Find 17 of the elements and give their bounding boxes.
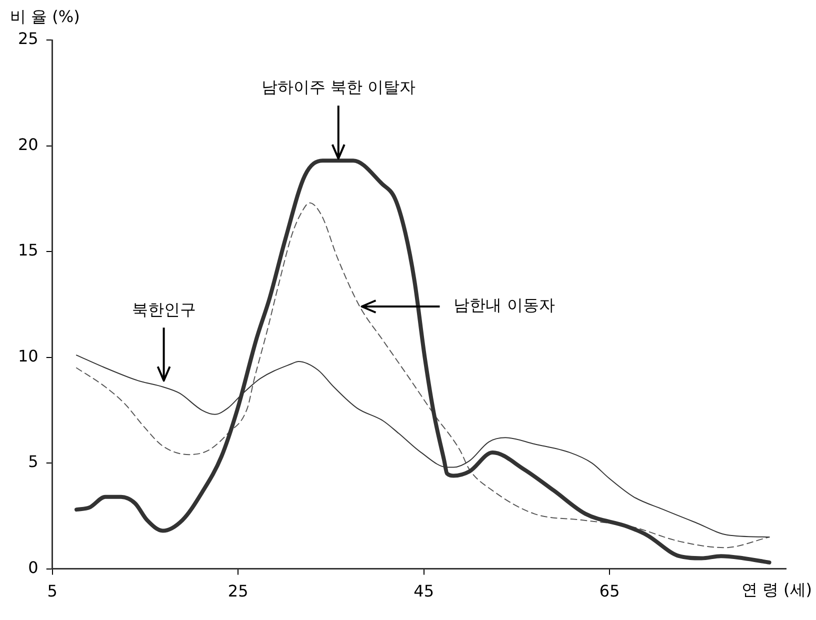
y-tick-label: 0 [28,558,38,577]
y-axis-title: 비 율 (%) [10,7,80,26]
y-tick-label: 25 [18,29,38,48]
line-series [74,158,772,564]
y-tick-label: 20 [18,134,38,154]
annotation: 남하이주 북한 이탈자 [261,78,416,97]
annotation: 북한인구 [132,300,196,319]
line-series [76,202,770,548]
x-axis-title: 연 령 (세) [741,580,812,599]
x-tick-label: 5 [47,582,58,601]
x-tick-label: 45 [414,582,434,601]
y-tick-label: 10 [18,346,38,366]
x-tick-label: 65 [599,582,620,601]
y-tick-label: 5 [28,452,38,472]
x-tick-label: 25 [228,582,248,601]
y-tick-label: 15 [18,240,38,260]
annotation: 남한내 이동자 [454,296,555,315]
